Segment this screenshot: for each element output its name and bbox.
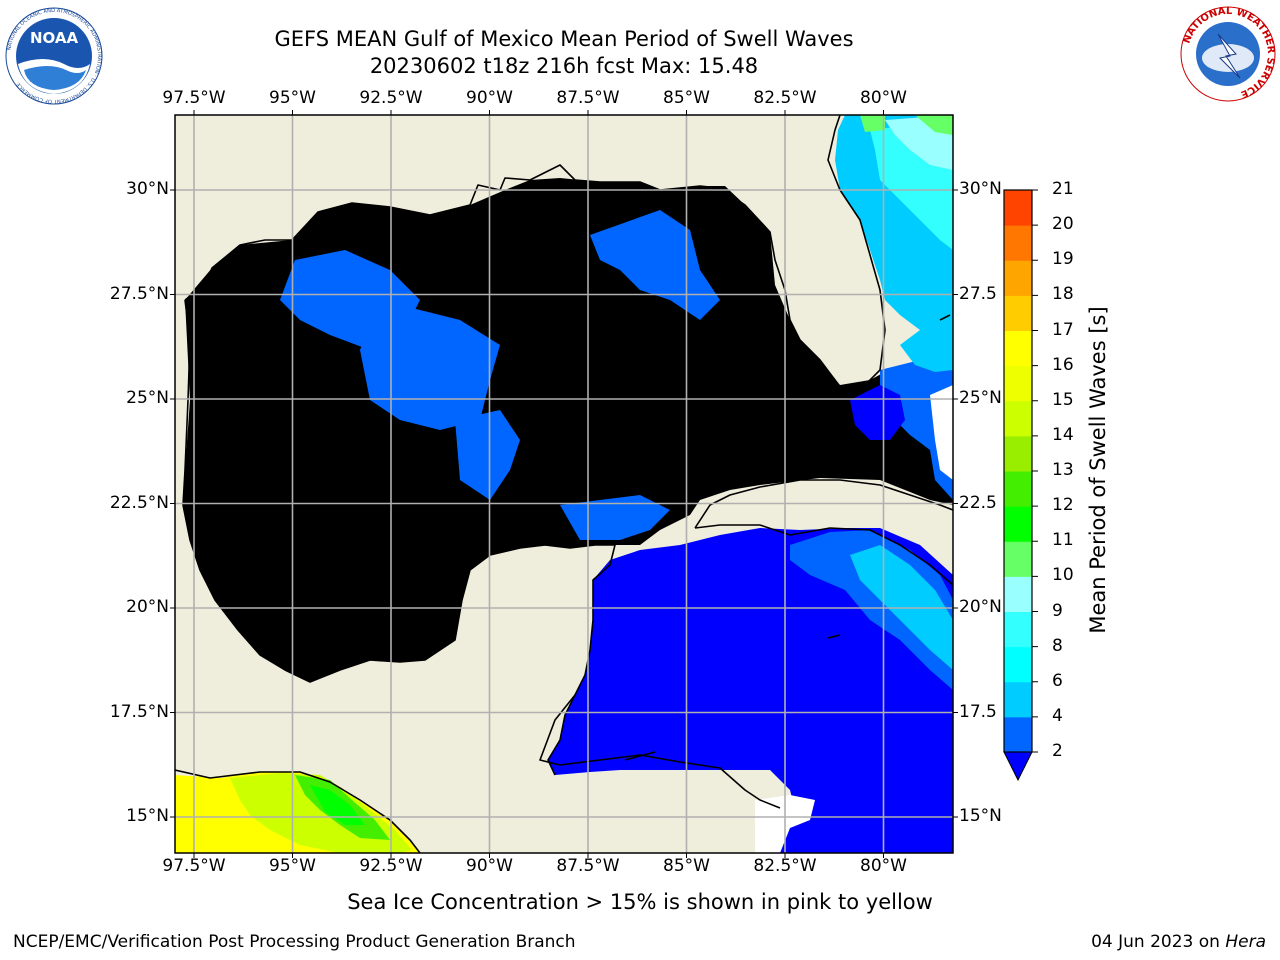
lon-label-bottom: 90°W xyxy=(466,856,513,876)
lat-label-right: 15°N xyxy=(959,806,1002,826)
map-plot-area xyxy=(175,115,953,853)
colorbar-tick-label: 21 xyxy=(1052,179,1074,199)
footer-date-text: 04 Jun 2023 on xyxy=(1091,932,1226,952)
colorbar-tick-label: 4 xyxy=(1052,705,1063,726)
lat-label-right: 22.5 xyxy=(959,492,997,513)
band-patch-2 xyxy=(360,300,500,430)
lat-label-right: 25°N xyxy=(959,388,1002,408)
colorbar-tick-label: 9 xyxy=(1052,600,1063,621)
lat-label-right: 30°N xyxy=(959,179,1002,199)
colorbar-tick-label: 13 xyxy=(1052,460,1074,480)
colorbar-segment xyxy=(1004,611,1032,648)
footer-host: Hera xyxy=(1225,932,1266,952)
bahamas-band xyxy=(900,320,953,372)
colorbar-segment xyxy=(1004,260,1032,296)
colorbar-segment xyxy=(1004,506,1032,542)
coastline-pacific xyxy=(175,769,421,853)
colorbar-segment xyxy=(1004,541,1032,577)
atlantic-band-5 xyxy=(860,115,885,132)
band-patch-4 xyxy=(590,210,720,320)
coastline-cuba-north xyxy=(694,479,953,529)
colorbar-segment xyxy=(1004,471,1032,507)
keys-band xyxy=(880,355,953,500)
map-title: GEFS MEAN Gulf of Mexico Mean Period of … xyxy=(274,27,854,51)
atlantic-band-4 xyxy=(915,115,953,135)
lon-label-top: 90°W xyxy=(466,88,513,108)
colorbar-title: Mean Period of Swell Waves [s] xyxy=(1086,306,1110,634)
band-patch-3 xyxy=(455,410,520,500)
lon-label-bottom: 95°W xyxy=(269,856,316,876)
map-subtitle: 20230602 t18z 216h fcst Max: 15.48 xyxy=(369,54,759,78)
footer-date: 04 Jun 2023 on Hera xyxy=(1091,932,1266,952)
colorbar-segment xyxy=(1004,576,1032,612)
colorbar-tick-label: 14 xyxy=(1052,424,1074,445)
lat-label-left: 25°N xyxy=(126,388,169,408)
noaa-logo-text: NOAA xyxy=(30,29,79,47)
colorbar-tick-label: 20 xyxy=(1052,214,1074,235)
lat-label-left: 15°N xyxy=(126,806,169,826)
colorbar-segment xyxy=(1004,435,1032,472)
lat-label-left: 27.5°N xyxy=(109,283,169,304)
lat-label-right: 27.5 xyxy=(959,283,997,304)
lat-label-left: 22.5°N xyxy=(109,492,169,513)
lat-label-right: 20°N xyxy=(959,597,1002,617)
coastline-cuba-south xyxy=(759,524,953,586)
colorbar-segment xyxy=(1004,716,1032,753)
colorbar-tick-label: 15 xyxy=(1052,389,1074,410)
lat-label-left: 30°N xyxy=(126,179,169,199)
coastline-bahamas xyxy=(939,314,951,321)
lat-label-left: 20°N xyxy=(126,597,169,617)
coastline-keys xyxy=(819,414,831,421)
lon-label-top: 82.5°W xyxy=(753,88,817,108)
pacific-band-3 xyxy=(310,785,365,825)
lon-label-top: 95°W xyxy=(269,88,316,108)
lon-label-bottom: 85°W xyxy=(663,856,710,876)
colorbar-segment xyxy=(1004,330,1032,367)
coastline-cuba-west xyxy=(694,524,760,529)
colorbar-under-arrow xyxy=(1003,751,1033,782)
lon-label-bottom: 87.5°W xyxy=(556,856,620,876)
colorbar-segment xyxy=(1004,681,1032,718)
lat-label-left: 17.5°N xyxy=(109,701,169,722)
colorbar-tick-label: 6 xyxy=(1052,670,1063,691)
lon-label-top: 87.5°W xyxy=(556,88,620,108)
lon-label-bottom: 92.5°W xyxy=(359,856,423,876)
colorbar-segment xyxy=(1004,295,1032,331)
footer-branch: NCEP/EMC/Verification Post Processing Pr… xyxy=(13,932,576,952)
blank-bahamas xyxy=(930,385,953,480)
coastline-central-america xyxy=(539,694,781,809)
sea-ice-caption: Sea Ice Concentration > 15% is shown in … xyxy=(347,890,933,914)
colorbar-tick-label: 16 xyxy=(1052,354,1074,375)
colorbar-tick-label: 18 xyxy=(1052,284,1074,305)
colorbar-tick-label: 8 xyxy=(1052,635,1063,656)
colorbar-tick-label: 19 xyxy=(1052,249,1074,270)
caribbean-deep xyxy=(548,528,953,853)
lon-label-top: 97.5°W xyxy=(162,88,226,108)
lon-label-bottom: 80°W xyxy=(860,856,907,876)
lon-label-bottom: 97.5°W xyxy=(162,856,226,876)
colorbar-tick-label: 12 xyxy=(1052,495,1074,516)
map-frame xyxy=(174,114,954,854)
colorbar-segment xyxy=(1004,365,1032,402)
coastline-cayman xyxy=(827,634,841,639)
colorbar-tick-label: 2 xyxy=(1052,741,1063,761)
colorbar-segment xyxy=(1004,190,1032,226)
colorbar-tick-label: 11 xyxy=(1052,530,1074,551)
colorbar-segment xyxy=(1004,400,1032,437)
lon-label-bottom: 82.5°W xyxy=(753,856,817,876)
lon-label-top: 85°W xyxy=(663,88,710,108)
colorbar-tick-label: 10 xyxy=(1052,565,1074,586)
colorbar-tick-label: 17 xyxy=(1052,319,1074,340)
lon-label-top: 80°W xyxy=(860,88,907,108)
coastline-honduras-islands xyxy=(624,751,656,761)
colorbar-segment xyxy=(1004,646,1032,683)
colorbar-segment xyxy=(1004,225,1032,261)
lon-label-top: 92.5°W xyxy=(359,88,423,108)
nws-logo: NATIONAL WEATHER SERVICE xyxy=(1180,6,1276,102)
noaa-logo: NOAA NATIONAL OCEANIC AND ATMOSPHERIC AD… xyxy=(5,7,103,105)
lat-label-right: 17.5 xyxy=(959,701,997,722)
